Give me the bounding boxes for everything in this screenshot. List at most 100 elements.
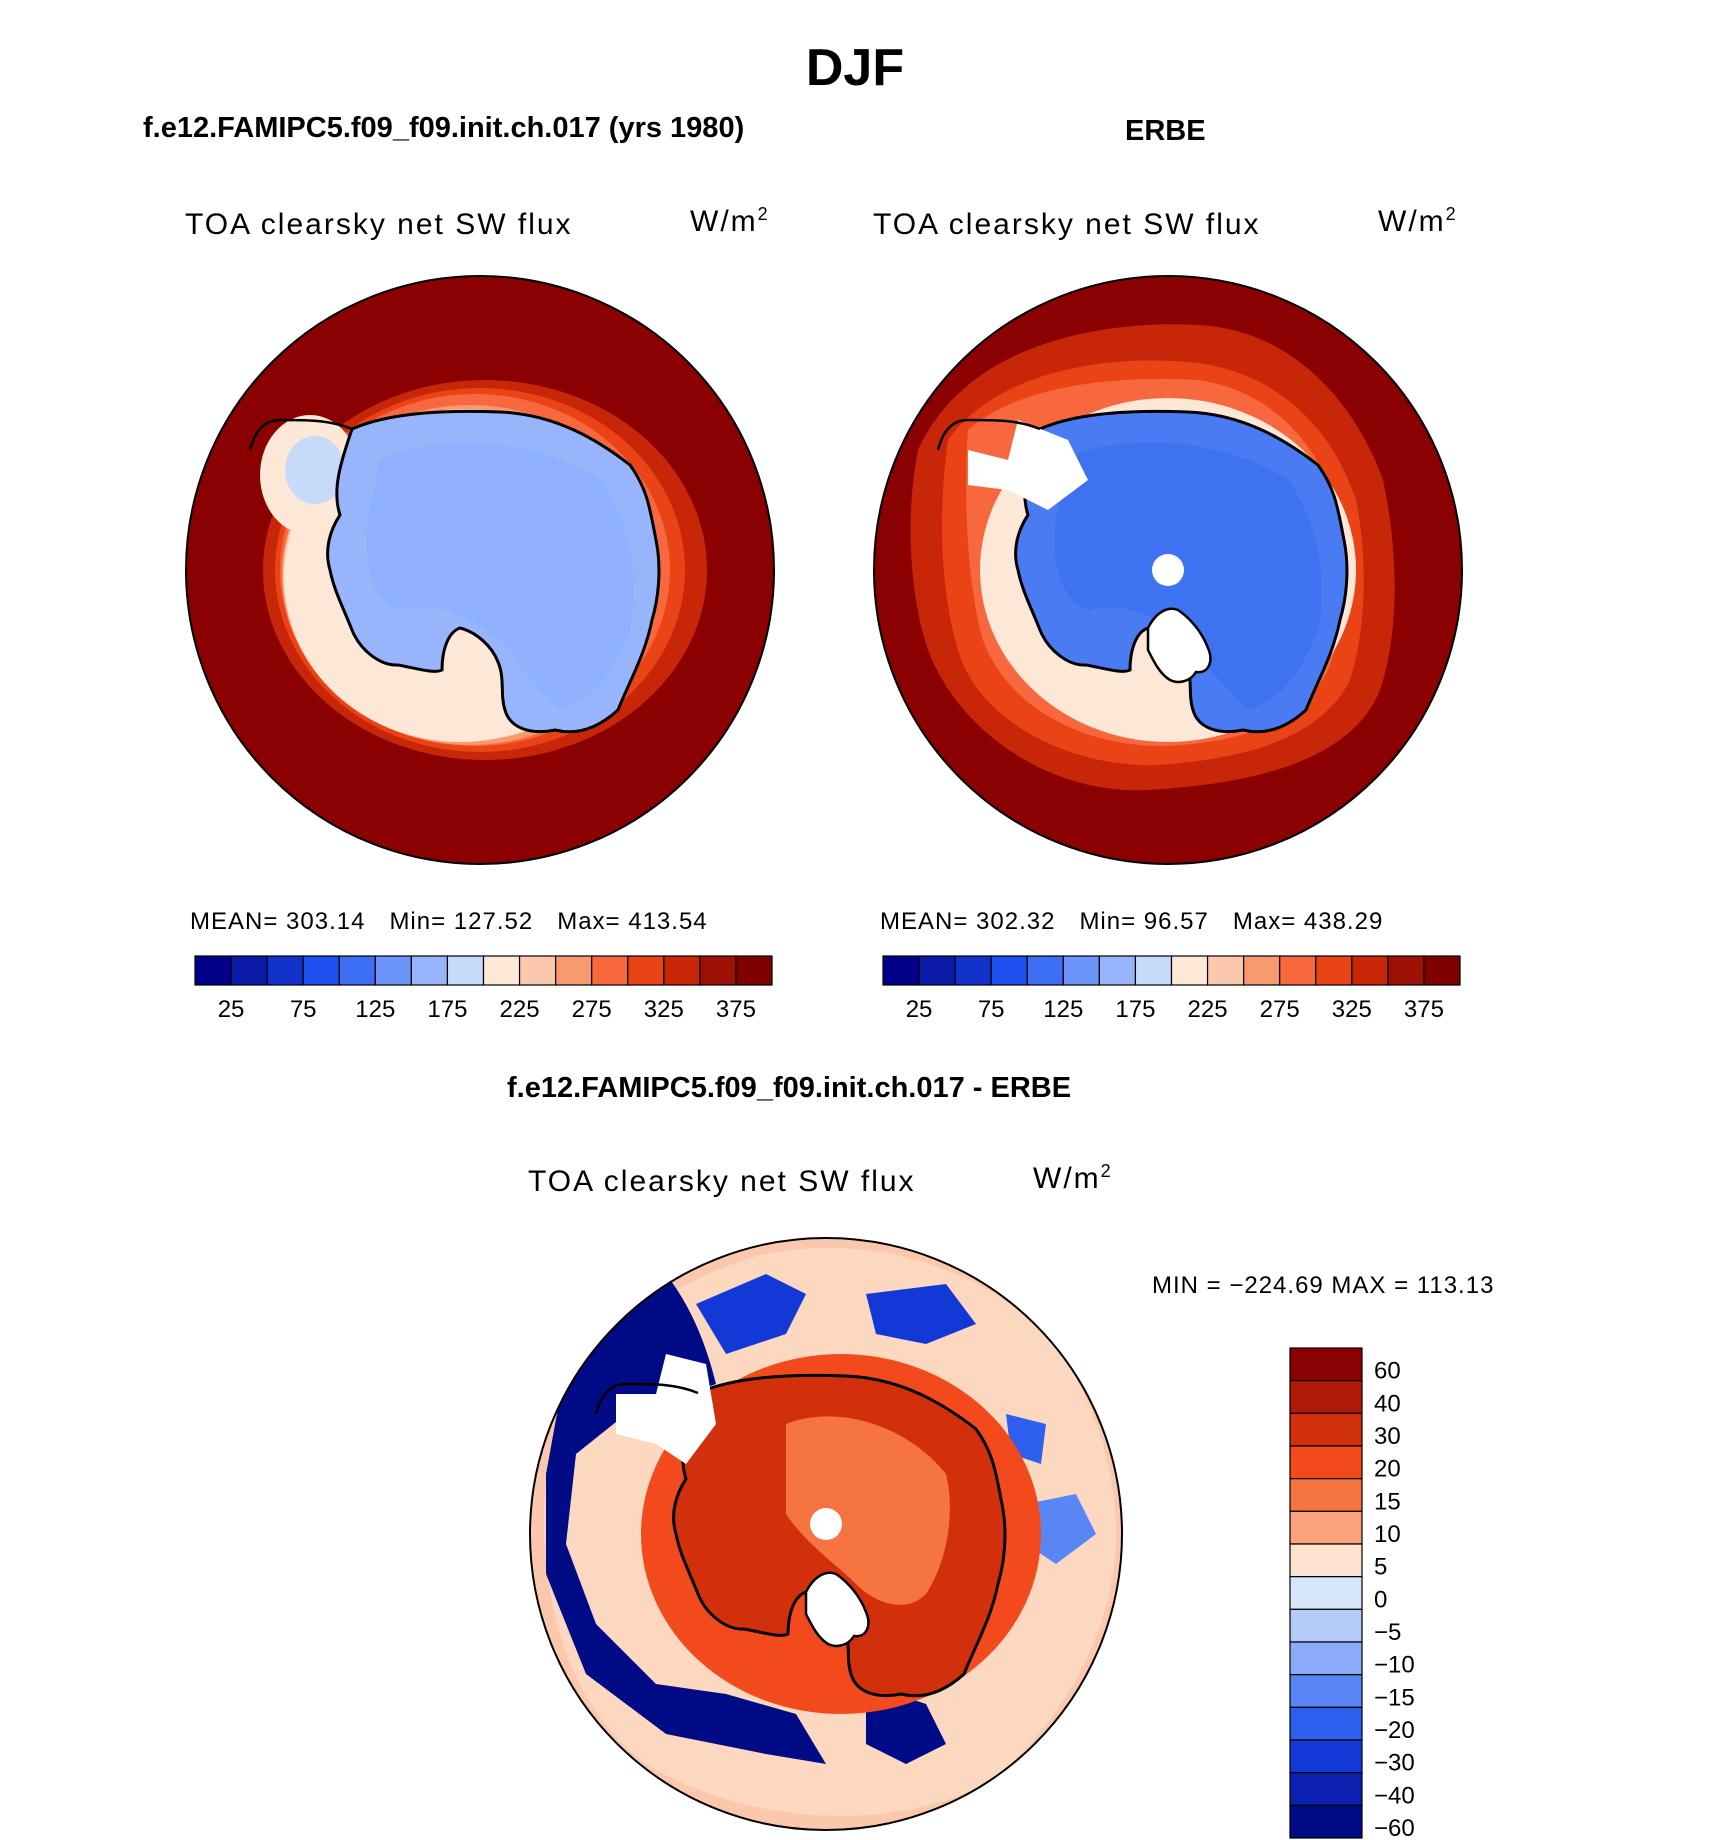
colorbar-obs-swatch-10: [1243, 955, 1281, 986]
colorbar-model-swatch-2: [266, 955, 304, 986]
panel-title-obs: ERBE: [1125, 115, 1206, 147]
colorbar-model-swatch-10: [555, 955, 593, 986]
stats-diff: MIN = −224.69 MAX = 113.13: [1152, 1272, 1495, 1299]
stat-min-obs: Min= 96.57: [1079, 908, 1209, 935]
colorbar-diff-tick-5: 10: [1374, 1521, 1401, 1548]
stats-model: MEAN= 303.14 Min= 127.52 Max= 413.54: [190, 908, 708, 936]
figure-title: DJF: [805, 39, 905, 97]
colorbar-diff-swatch-2: [1289, 1412, 1363, 1447]
map-model-border: [185, 275, 775, 865]
colorbar-diff-tick-7: 0: [1374, 1586, 1387, 1613]
map-obs-peninsula-coast: [936, 418, 1041, 451]
map-obs-peninsula-missing: [968, 420, 1088, 510]
colorbar-diff-tick-11: −20: [1374, 1717, 1415, 1744]
map-model-peninsula-ice: [285, 436, 345, 504]
map-diff-blue-patch-1: [696, 1274, 806, 1354]
colorbar-obs-tick-5: 275: [1260, 996, 1300, 1023]
map-diff-pole-hole: [810, 1508, 842, 1540]
colorbar-diff-tick-9: −10: [1374, 1652, 1415, 1679]
colorbar-model-tick-1: 75: [290, 996, 317, 1023]
colorbar-obs-swatch-1: [918, 955, 956, 986]
colorbar-model-tick-6: 325: [644, 996, 684, 1023]
map-obs: [874, 276, 1462, 864]
colorbar-diff-tick-6: 5: [1374, 1554, 1387, 1581]
colorbar-diff-swatch-5: [1289, 1510, 1363, 1545]
colorbar-diff-swatch-13: [1289, 1772, 1363, 1806]
colorbar-obs: 25 75 125 175 225 275 325 375: [882, 955, 1461, 1023]
variable-label-model: TOA clearsky net SW flux: [185, 208, 573, 241]
colorbar-obs-swatch-3: [990, 955, 1028, 986]
stat-mean-model: MEAN= 303.14: [190, 908, 366, 935]
map-diff-peninsula-coast: [594, 1382, 699, 1415]
colorbar-diff-tick-2: 30: [1374, 1423, 1401, 1450]
colorbar-model-swatch-1: [230, 955, 268, 986]
colorbar-obs-tick-4: 225: [1188, 996, 1228, 1023]
colorbar-obs-swatch-5: [1062, 955, 1100, 986]
colorbar-obs-tick-0: 25: [906, 996, 933, 1023]
map-diff-blue-ring: [546, 1244, 826, 1764]
colorbar-diff-swatch-3: [1289, 1445, 1363, 1480]
panel-title-diff: f.e12.FAMIPC5.f09_f09.init.ch.017 - ERBE: [507, 1072, 1072, 1104]
colorbar-obs-swatch-14: [1387, 955, 1425, 986]
colorbar-obs-swatch-11: [1279, 955, 1317, 986]
colorbar-model-swatch-0: [194, 955, 232, 986]
map-model-peninsula-coast: [248, 418, 353, 451]
variable-label-obs: TOA clearsky net SW flux: [873, 208, 1261, 241]
colorbar-obs-swatch-7: [1134, 955, 1173, 986]
colorbar-diff-swatch-10: [1289, 1674, 1363, 1708]
colorbar-model-swatch-13: [663, 955, 701, 986]
colorbar-model-swatch-3: [302, 955, 340, 986]
colorbar-model-swatch-6: [410, 955, 449, 986]
colorbar-obs-tick-7: 375: [1404, 996, 1444, 1023]
colorbar-diff-swatch-0: [1289, 1347, 1363, 1382]
colorbar-model-swatch-15: [735, 955, 773, 986]
colorbar-model-tick-2: 125: [355, 996, 395, 1023]
colorbar-obs-tick-6: 325: [1332, 996, 1372, 1023]
units-label-obs: W/m2: [1378, 204, 1458, 238]
colorbar-diff-swatch-7: [1289, 1576, 1363, 1610]
colorbar-model: 25 75 125 175 225 275 325 375: [194, 955, 773, 1023]
map-diff-blue-patch-4: [1026, 1494, 1096, 1564]
stat-mean-obs: MEAN= 302.32: [880, 908, 1056, 935]
colorbar-diff: 60 40 30 20 15 10 5 0 −5 −10 −15 −20 −30 −40 −60: [1289, 1347, 1415, 1840]
colorbar-model-tick-5: 275: [572, 996, 612, 1023]
colorbar-diff-swatch-14: [1289, 1804, 1363, 1839]
colorbar-model-tick-4: 225: [500, 996, 540, 1023]
colorbar-model-tick-3: 175: [427, 996, 467, 1023]
colorbar-obs-swatch-2: [954, 955, 992, 986]
colorbar-obs-swatch-0: [882, 955, 920, 986]
colorbar-model-swatch-5: [374, 955, 412, 986]
colorbar-model-tick-0: 25: [218, 996, 245, 1023]
colorbar-diff-tick-13: −40: [1374, 1782, 1415, 1809]
stats-obs: MEAN= 302.32 Min= 96.57 Max= 438.29: [880, 908, 1383, 936]
colorbar-diff-tick-10: −15: [1374, 1684, 1415, 1711]
colorbar-diff-swatch-4: [1289, 1478, 1363, 1512]
colorbar-model-swatch-7: [446, 955, 485, 986]
colorbar-diff-swatch-1: [1289, 1380, 1363, 1414]
stat-max-model: Max= 413.54: [557, 908, 708, 935]
colorbar-model-swatch-8: [482, 955, 521, 986]
colorbar-diff-swatch-6: [1289, 1543, 1363, 1578]
map-diff-border: [529, 1237, 1123, 1831]
map-diff-blue-patch-2: [866, 1284, 976, 1344]
stat-max-obs: Max= 438.29: [1232, 908, 1384, 935]
units-label-model: W/m2: [690, 204, 770, 238]
colorbar-model-swatch-14: [699, 955, 737, 986]
colorbar-diff-tick-4: 15: [1374, 1488, 1401, 1515]
colorbar-diff-tick-14: −60: [1374, 1815, 1415, 1840]
map-model: [186, 276, 774, 864]
colorbar-diff-swatch-9: [1289, 1641, 1363, 1676]
map-obs-border: [873, 275, 1463, 865]
map-diff-peninsula-missing: [616, 1354, 716, 1464]
map-obs-pole-hole: [1152, 554, 1184, 586]
colorbar-model-swatch-9: [518, 955, 557, 986]
colorbar-obs-tick-1: 75: [978, 996, 1005, 1023]
map-model-interior: [366, 442, 634, 710]
colorbar-obs-tick-3: 175: [1115, 996, 1155, 1023]
colorbar-diff-tick-1: 40: [1374, 1390, 1401, 1417]
variable-label-diff: TOA clearsky net SW flux: [528, 1165, 916, 1198]
map-diff: [530, 1238, 1122, 1830]
map-obs-interior: [1054, 442, 1322, 710]
colorbar-model-swatch-11: [591, 955, 629, 986]
